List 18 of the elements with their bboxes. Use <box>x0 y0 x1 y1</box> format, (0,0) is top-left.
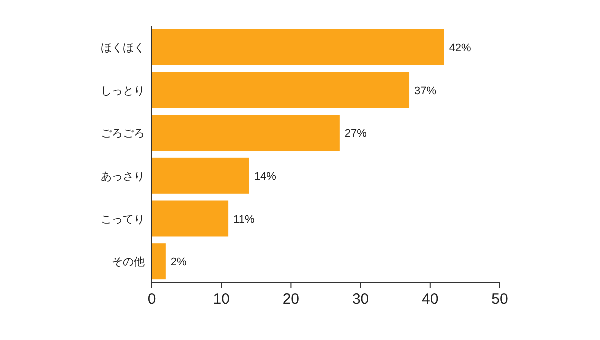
y-tick-label: あっさり <box>101 170 145 183</box>
x-tick-label: 30 <box>352 291 370 308</box>
x-tick-label: 0 <box>148 291 156 308</box>
data-label: 42% <box>449 42 472 54</box>
data-label: 14% <box>254 170 277 183</box>
x-tick-label: 50 <box>492 291 508 308</box>
data-label: 27% <box>344 128 368 140</box>
x-tick-label: 40 <box>422 291 439 308</box>
y-tick-label: ごろごろ <box>101 128 145 140</box>
y-tick-label: ほくほく <box>101 42 145 54</box>
x-tick-label: 20 <box>282 291 300 308</box>
y-tick-label: しっとり <box>101 85 145 98</box>
y-tick-label: こってり <box>101 214 145 226</box>
data-label: 11% <box>234 214 255 226</box>
data-label: 2% <box>170 256 188 269</box>
y-tick-label: その他 <box>112 256 145 269</box>
data-label: 37% <box>414 85 437 98</box>
x-tick-label: 10 <box>213 291 230 308</box>
